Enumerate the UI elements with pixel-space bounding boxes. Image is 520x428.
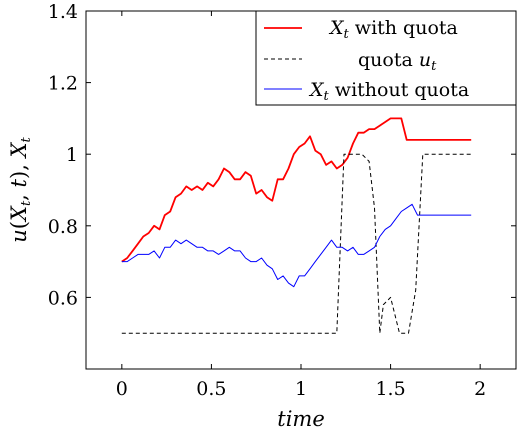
tick-layer: 0 0.5 1 1.5 2 0.6 0.8 1 1.2 1.4 xyxy=(48,1,516,400)
series-without-quota xyxy=(121,203,472,288)
x-tick-label: 0 xyxy=(116,378,128,400)
legend-label-with-quota: Xt with quota xyxy=(328,17,458,42)
series-layer xyxy=(121,117,472,334)
x-tick-label: 2 xyxy=(474,378,486,400)
legend-label-quota: quota ut xyxy=(358,49,437,74)
y-tick-label: 1.2 xyxy=(48,73,78,95)
series-quota xyxy=(121,153,472,334)
x-tick-label: 0.5 xyxy=(196,378,226,400)
x-axis-title: time xyxy=(277,407,325,428)
x-tick-label: 1.5 xyxy=(375,378,405,400)
y-tick-label: 0.8 xyxy=(48,216,78,238)
legend: Xt with quota quota ut Xt without quota xyxy=(255,10,517,106)
x-tick-label: 1 xyxy=(295,378,307,400)
y-tick-label: 0.6 xyxy=(48,287,78,309)
series-with-quota xyxy=(121,117,472,263)
y-tick-label: 1 xyxy=(66,144,78,166)
y-tick-label: 1.4 xyxy=(48,1,78,23)
legend-label-without-quota: Xt without quota xyxy=(308,79,469,104)
y-axis-title: u(Xt, t), Xt xyxy=(7,137,34,243)
